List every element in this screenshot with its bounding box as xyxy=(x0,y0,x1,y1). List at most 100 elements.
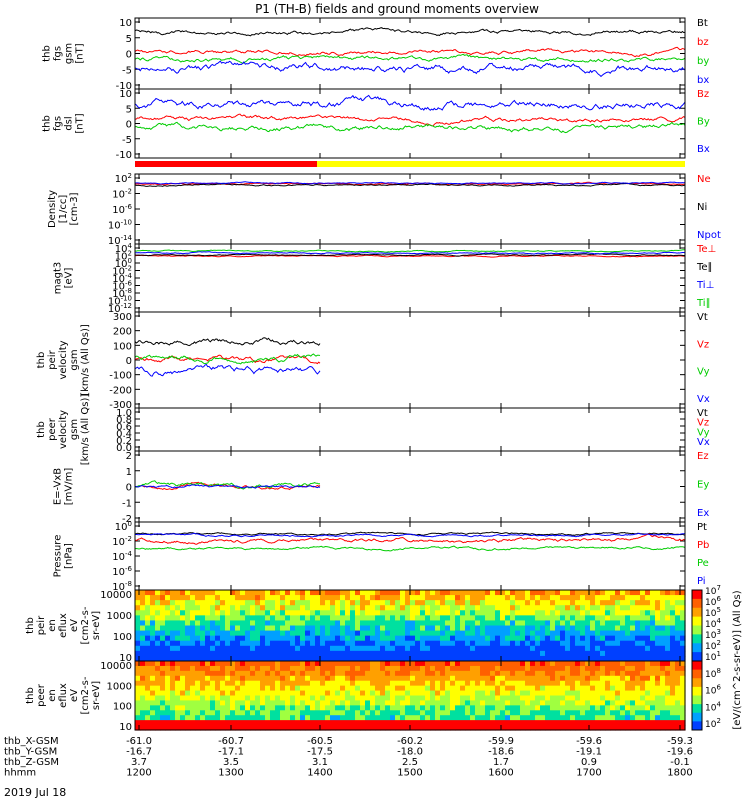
heatmap-cell xyxy=(450,655,456,662)
heatmap-cell xyxy=(270,615,276,622)
heatmap-cell xyxy=(255,630,261,637)
panel-frame xyxy=(134,17,686,90)
heatmap-cell xyxy=(200,720,206,726)
heatmap-cell xyxy=(140,685,146,692)
heatmap-cell xyxy=(565,710,571,716)
heatmap-cell xyxy=(490,620,496,627)
heatmap-cell xyxy=(400,720,406,726)
heatmap-cell xyxy=(365,665,371,672)
y-axis-label: eflux xyxy=(58,613,69,638)
heatmap-cell xyxy=(595,670,601,677)
heatmap-cell xyxy=(550,710,556,716)
heatmap-cell xyxy=(310,725,316,731)
heatmap-cell xyxy=(355,595,361,601)
heatmap-cell xyxy=(610,640,616,647)
heatmap-cell xyxy=(485,715,491,721)
heatmap-cell xyxy=(310,705,316,711)
heatmap-cell xyxy=(455,685,461,692)
heatmap-cell xyxy=(190,680,196,687)
heatmap-cell xyxy=(430,685,436,692)
heatmap-cell xyxy=(170,690,176,697)
heatmap-cell xyxy=(405,610,411,616)
heatmap-cell xyxy=(425,675,431,682)
heatmap-cell xyxy=(560,630,566,637)
heatmap-cell xyxy=(400,675,406,682)
heatmap-cell xyxy=(255,675,261,682)
legend-bx: bx xyxy=(697,75,709,86)
heatmap-cell xyxy=(625,685,631,692)
heatmap-cell xyxy=(190,655,196,662)
heatmap-cell xyxy=(505,595,511,601)
heatmap-cell xyxy=(615,705,621,711)
heatmap-cell xyxy=(425,661,431,667)
heatmap-cell xyxy=(285,725,291,731)
heatmap-cell xyxy=(240,635,246,642)
heatmap-cell xyxy=(310,590,316,596)
heatmap-cell xyxy=(475,610,481,616)
heatmap-cell xyxy=(575,605,581,611)
heatmap-cell xyxy=(635,685,641,692)
heatmap-cell xyxy=(270,675,276,682)
heatmap-cell xyxy=(390,615,396,622)
heatmap-cell xyxy=(415,605,421,611)
heatmap-cell xyxy=(670,605,676,611)
heatmap-cell xyxy=(190,605,196,611)
heatmap-cell xyxy=(450,670,456,677)
heatmap-cell xyxy=(150,640,156,647)
heatmap-cell xyxy=(420,700,426,706)
heatmap-cell xyxy=(675,630,681,637)
y-tick-label: 100 xyxy=(113,702,132,713)
heatmap-cell xyxy=(170,725,176,731)
y-tick-label: -5 xyxy=(122,65,132,76)
heatmap-cell xyxy=(550,645,556,652)
heatmap-cell xyxy=(370,650,376,657)
heatmap-cell xyxy=(285,675,291,682)
y-tick-label: 0.2 xyxy=(116,436,132,447)
heatmap-cell xyxy=(445,670,451,677)
heatmap-cell xyxy=(380,630,386,637)
heatmap-cell xyxy=(220,725,226,731)
heatmap-cell xyxy=(370,661,376,667)
heatmap-cell xyxy=(585,645,591,652)
heatmap-cell xyxy=(390,670,396,677)
heatmap-cell xyxy=(510,615,516,622)
heatmap-cell xyxy=(280,685,286,692)
heatmap-cell xyxy=(380,675,386,682)
heatmap-cell xyxy=(275,610,281,616)
heatmap-cell xyxy=(280,720,286,726)
heatmap-cell xyxy=(190,725,196,731)
y-tick-label: -2 xyxy=(122,514,132,525)
heatmap-cell xyxy=(235,650,241,657)
heatmap-cell xyxy=(620,670,626,677)
orbit-value: -60.7 xyxy=(218,736,244,747)
figure-title: P1 (TH-B) fields and ground moments over… xyxy=(255,2,539,16)
heatmap-cell xyxy=(260,715,266,721)
heatmap-cell xyxy=(550,635,556,642)
heatmap-cell xyxy=(365,680,371,687)
heatmap-cell xyxy=(535,590,541,596)
heatmap-cell xyxy=(545,655,551,662)
heatmap-cell xyxy=(310,665,316,672)
heatmap-cell xyxy=(200,705,206,711)
heatmap-cell xyxy=(495,625,501,632)
heatmap-cell xyxy=(620,685,626,692)
heatmap-cell xyxy=(350,705,356,711)
heatmap-cell xyxy=(500,650,506,657)
heatmap-cell xyxy=(560,725,566,731)
heatmap-cell xyxy=(435,695,441,702)
heatmap-cell xyxy=(425,655,431,662)
heatmap-cell xyxy=(455,710,461,716)
heatmap-cell xyxy=(380,655,386,662)
heatmap-cell xyxy=(185,675,191,682)
heatmap-cell xyxy=(495,690,501,697)
legend-Pt: Pt xyxy=(697,522,707,533)
heatmap-cell xyxy=(405,675,411,682)
heatmap-cell xyxy=(480,620,486,627)
heatmap-cell xyxy=(585,695,591,702)
heatmap-cell xyxy=(185,720,191,726)
heatmap-cell xyxy=(380,700,386,706)
heatmap-cell xyxy=(185,700,191,706)
mode-bar-slow xyxy=(135,161,317,167)
heatmap-cell xyxy=(630,625,636,632)
